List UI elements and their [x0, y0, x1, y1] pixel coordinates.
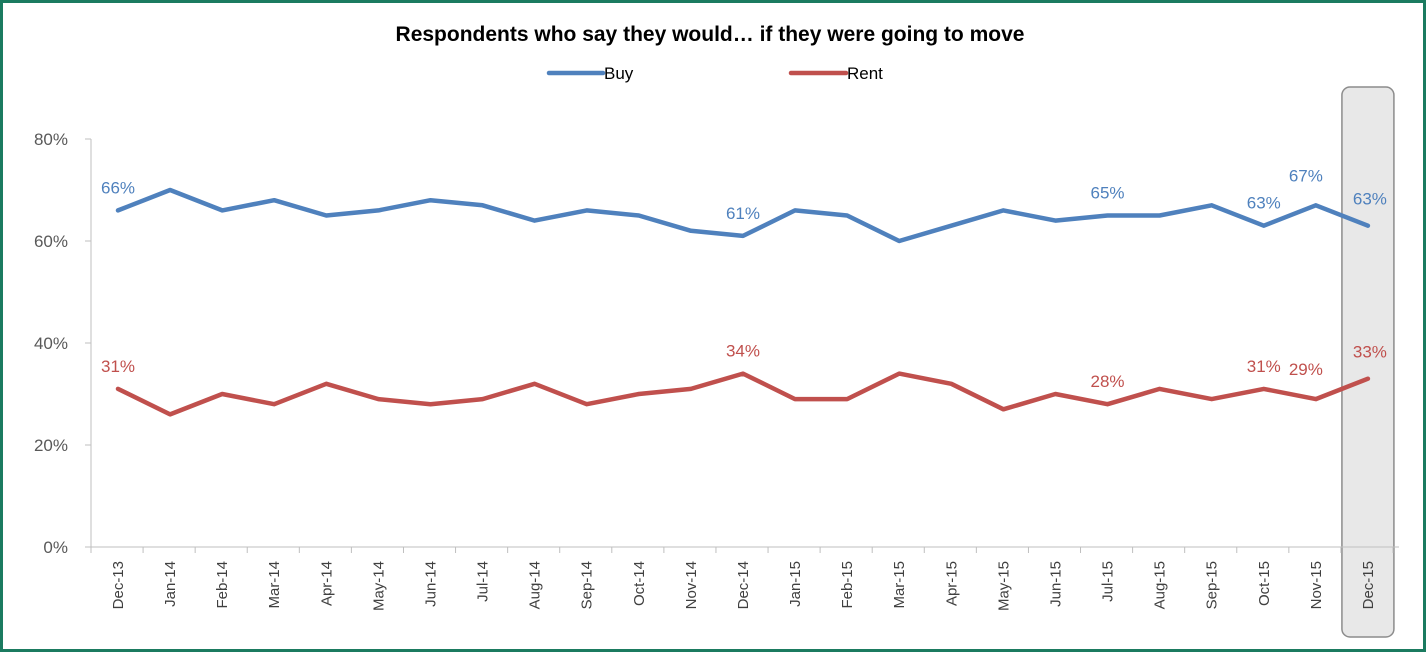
x-tick-label: Jun-14: [422, 561, 439, 607]
data-label-buy: 61%: [726, 204, 760, 223]
data-label-rent: 28%: [1091, 372, 1125, 391]
x-tick-label: Jan-15: [787, 561, 804, 607]
y-tick-label: 60%: [34, 232, 68, 251]
x-tick-label: May-14: [370, 561, 387, 611]
x-tick-label: Aug-15: [1152, 561, 1169, 609]
x-tick-label: Feb-15: [839, 561, 856, 609]
x-tick-label: May-15: [995, 561, 1012, 611]
x-tick-label: Mar-14: [266, 561, 283, 609]
highlight-layer: [1341, 86, 1395, 638]
y-tick-label: 0%: [43, 538, 68, 557]
x-tick-label: Jul-14: [475, 561, 492, 602]
line-chart: Respondents who say they would… if they …: [34, 23, 1399, 638]
x-tick-label: Dec-15: [1360, 561, 1377, 609]
data-label-buy: 66%: [101, 178, 135, 197]
x-tick-label: Mar-15: [891, 561, 908, 609]
data-label-buy: 67%: [1289, 166, 1323, 185]
y-tick-label: 40%: [34, 334, 68, 353]
series-layer: [115, 187, 1371, 417]
data-label-rent: 31%: [101, 357, 135, 376]
x-tick-label: Aug-14: [527, 561, 544, 609]
x-tick-label: Feb-14: [214, 561, 231, 609]
legend: Buy Rent: [546, 64, 883, 83]
y-tick-label: 80%: [34, 130, 68, 149]
x-tick-label: Dec-13: [110, 561, 127, 609]
x-tick-label: Jan-14: [162, 561, 179, 607]
series-line-rent: [115, 371, 1371, 417]
x-tick-label: Dec-14: [735, 561, 752, 609]
data-label-rent: 29%: [1289, 360, 1323, 379]
x-tick-label: Jun-15: [1047, 561, 1064, 607]
series-line-buy: [115, 187, 1371, 244]
x-tick-label: Jul-15: [1100, 561, 1117, 602]
data-label-buy: 65%: [1091, 184, 1125, 203]
x-tick-label: Nov-15: [1308, 561, 1325, 609]
x-tick-label: Oct-14: [631, 561, 648, 606]
x-tick-label: Apr-15: [943, 561, 960, 606]
highlight-box: [1341, 86, 1395, 638]
legend-label-buy: Buy: [604, 64, 634, 83]
data-label-rent: 34%: [726, 342, 760, 361]
data-labels: 66% 61% 65% 63% 67% 63% 31% 34% 28% 31% 29% 33%: [101, 166, 1387, 391]
y-tick-label: 20%: [34, 436, 68, 455]
data-label-rent: 31%: [1247, 357, 1281, 376]
x-tick-label: Oct-15: [1256, 561, 1273, 606]
x-tick-label: Sep-15: [1204, 561, 1221, 609]
axes: 0% 20% 40% 60% 80% Dec-13 Jan-14 Feb-14 Mar-14 Ap…: [34, 130, 1399, 611]
legend-label-rent: Rent: [847, 64, 883, 83]
data-label-rent: 33%: [1353, 343, 1387, 362]
chart-title: Respondents who say they would… if they …: [396, 23, 1025, 46]
x-tick-label: Apr-14: [318, 561, 335, 606]
x-tick-label: Sep-14: [579, 561, 596, 609]
data-label-buy: 63%: [1353, 190, 1387, 209]
data-label-buy: 63%: [1247, 194, 1281, 213]
x-tick-label: Nov-14: [683, 561, 700, 609]
